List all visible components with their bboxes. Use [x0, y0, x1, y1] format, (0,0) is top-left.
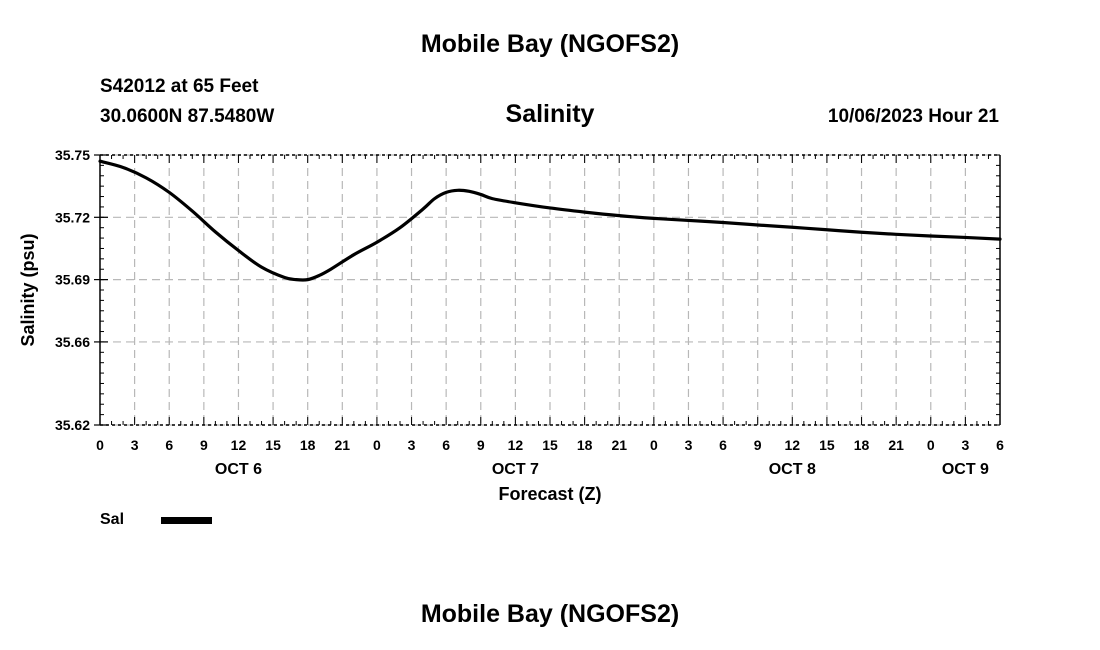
footer-title: Mobile Bay (NGOFS2) [420, 600, 680, 628]
x-tick-label: 3 [961, 437, 969, 453]
x-tick-label: 21 [888, 437, 904, 453]
x-tick-label: 12 [785, 437, 801, 453]
x-tick-label: 6 [996, 437, 1004, 453]
x-tick-label: 6 [165, 437, 173, 453]
x-tick-label: 9 [754, 437, 762, 453]
x-tick-label: 15 [819, 437, 835, 453]
x-tick-label: 0 [373, 437, 381, 453]
y-tick-label: 35.66 [55, 334, 90, 350]
station-coordinates: 30.0600N 87.5480W [100, 106, 275, 127]
day-label: OCT 6 [215, 461, 262, 478]
y-tick-label: 35.75 [55, 147, 90, 163]
x-tick-label: 3 [685, 437, 693, 453]
y-tick-label: 35.69 [55, 272, 90, 288]
x-tick-label: 0 [650, 437, 658, 453]
x-tick-label: 15 [542, 437, 558, 453]
y-axis-label: Salinity (psu) [18, 233, 38, 346]
x-tick-label: 21 [611, 437, 627, 453]
x-tick-label: 3 [408, 437, 416, 453]
x-axis-label: Forecast (Z) [498, 484, 601, 504]
x-tick-label: 6 [442, 437, 450, 453]
axis-labels: 0 3 6 9 12 15 18 21 0 3 6 9 12 15 18 21 0 3 6 9 12 15 18 21 0 3 6 3… [18, 147, 1004, 504]
x-tick-label: 6 [719, 437, 727, 453]
y-tick-label: 35.62 [55, 417, 90, 433]
x-tick-label: 12 [231, 437, 247, 453]
day-label: OCT 8 [769, 461, 816, 478]
forecast-datetime: 10/06/2023 Hour 21 [827, 106, 999, 127]
station-label: S42012 at 65 Feet [100, 76, 259, 97]
x-tick-label: 9 [477, 437, 485, 453]
x-tick-label: 15 [265, 437, 281, 453]
x-tick-label: 18 [577, 437, 593, 453]
x-tick-label: 18 [300, 437, 316, 453]
day-label: OCT 7 [492, 461, 539, 478]
x-tick-label: 18 [854, 437, 870, 453]
y-tick-label: 35.72 [55, 209, 90, 225]
series-layer [98, 159, 1002, 282]
x-tick-label: 9 [200, 437, 208, 453]
legend-swatch [161, 517, 212, 524]
chart-main-title: Mobile Bay (NGOFS2) [420, 30, 680, 58]
x-tick-label: 0 [927, 437, 935, 453]
x-tick-label: 0 [96, 437, 104, 453]
axes [94, 154, 1001, 426]
grid [100, 154, 1000, 426]
x-tick-label: 3 [131, 437, 139, 453]
x-tick-label: 21 [335, 437, 351, 453]
day-label: OCT 9 [942, 461, 989, 478]
chart-subtitle: Salinity [505, 100, 595, 128]
series-line-sal [98, 159, 1002, 282]
legend-label: Sal [100, 511, 125, 528]
x-tick-label: 12 [508, 437, 524, 453]
